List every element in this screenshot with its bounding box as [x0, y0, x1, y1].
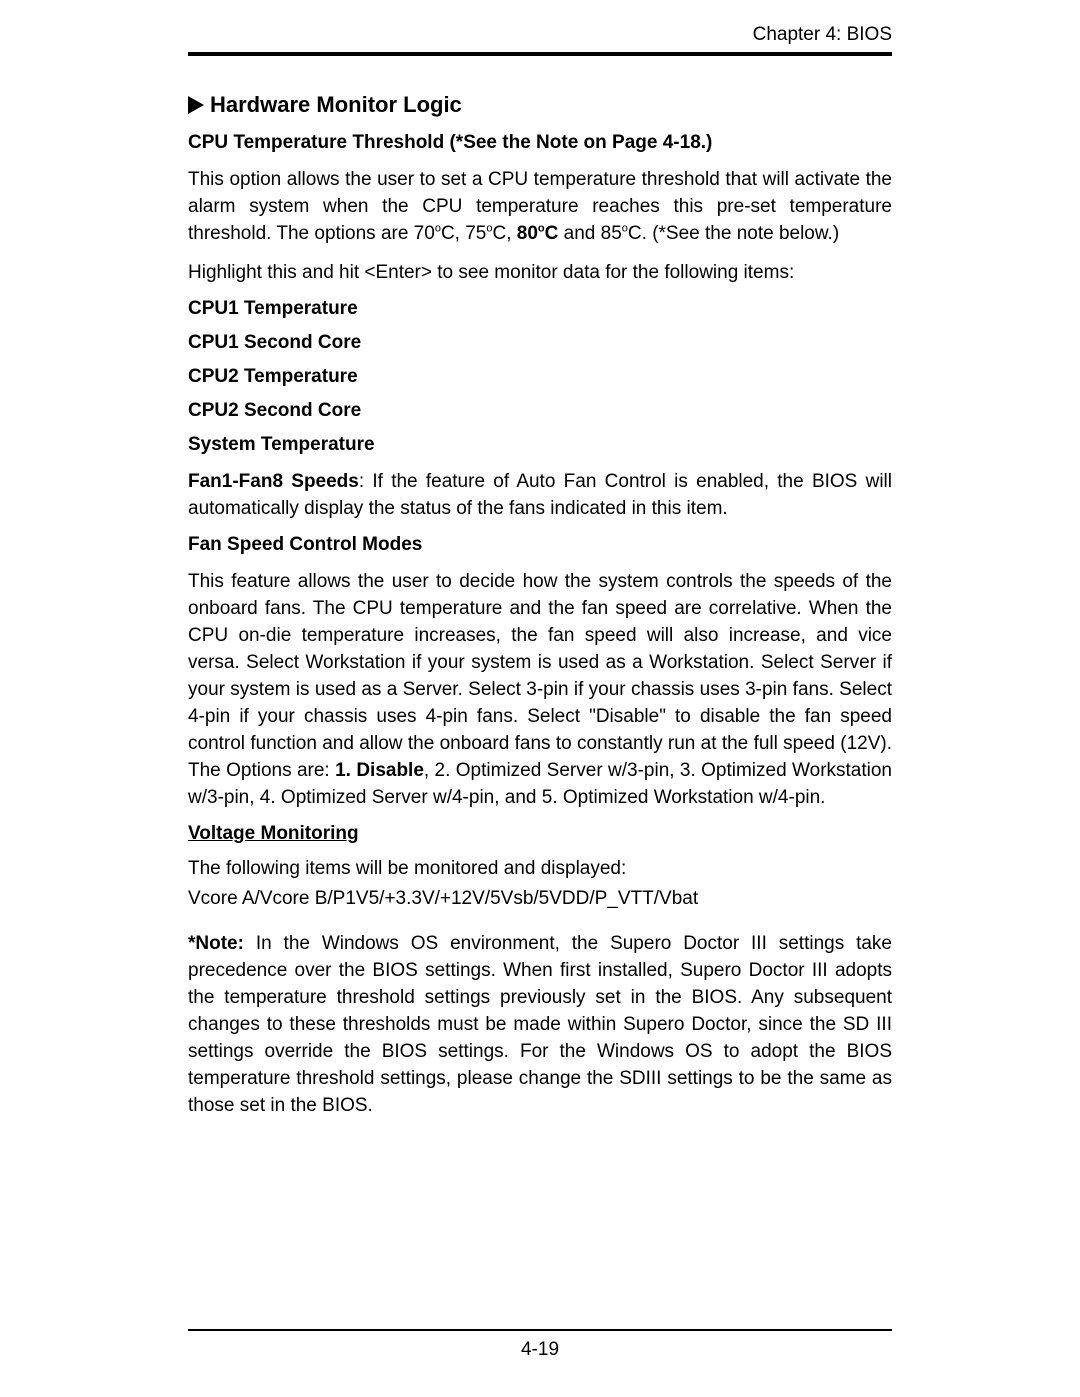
monitor-item: CPU1 Second Core	[188, 332, 892, 354]
degree-superscript: o	[538, 223, 545, 235]
voltage-heading: Voltage Monitoring	[188, 823, 892, 845]
cpu-threshold-paragraph: This option allows the user to set a CPU…	[188, 166, 892, 247]
text-fragment: C,	[493, 223, 517, 244]
cpu-threshold-heading: CPU Temperature Threshold (*See the Note…	[188, 132, 892, 154]
highlight-instruction: Highlight this and hit <Enter> to see mo…	[188, 259, 892, 286]
page: Chapter 4: BIOS Hardware Monitor Logic C…	[0, 0, 1080, 1397]
chapter-header: Chapter 4: BIOS	[188, 24, 892, 46]
bold-option: 80oC	[517, 223, 559, 244]
text-fragment: This feature allows the user to decide h…	[188, 571, 892, 781]
text-fragment: and 85	[558, 223, 621, 244]
page-number: 4-19	[188, 1339, 892, 1361]
text-fragment: C	[545, 223, 559, 244]
fan-control-paragraph: This feature allows the user to decide h…	[188, 568, 892, 811]
fan-speeds-label: Fan1-Fan8 Speeds	[188, 471, 359, 492]
voltage-intro: The following items will be monitored an…	[188, 855, 892, 882]
text-fragment: 80	[517, 223, 538, 244]
triangle-right-icon	[188, 96, 204, 114]
note-label: *Note:	[188, 933, 244, 954]
monitor-item: CPU1 Temperature	[188, 298, 892, 320]
monitor-item: CPU2 Second Core	[188, 400, 892, 422]
fan-speeds-paragraph: Fan1-Fan8 Speeds: If the feature of Auto…	[188, 468, 892, 522]
bold-option: 1. Disable	[335, 760, 424, 781]
footer: 4-19	[188, 1329, 892, 1361]
fan-control-heading: Fan Speed Control Modes	[188, 534, 892, 556]
text-fragment: C, 75	[441, 223, 486, 244]
monitor-item: CPU2 Temperature	[188, 366, 892, 388]
monitor-items-list: CPU1 Temperature CPU1 Second Core CPU2 T…	[188, 298, 892, 456]
note-paragraph: *Note: In the Windows OS environment, th…	[188, 930, 892, 1119]
section-title-text: Hardware Monitor Logic	[210, 92, 462, 118]
bottom-rule	[188, 1329, 892, 1331]
top-rule	[188, 52, 892, 56]
note-body: In the Windows OS environment, the Super…	[188, 933, 892, 1116]
monitor-item: System Temperature	[188, 434, 892, 456]
text-fragment: C. (*See the note below.)	[628, 223, 839, 244]
voltage-list: Vcore A/Vcore B/P1V5/+3.3V/+12V/5Vsb/5VD…	[188, 888, 892, 910]
section-title: Hardware Monitor Logic	[188, 92, 892, 118]
